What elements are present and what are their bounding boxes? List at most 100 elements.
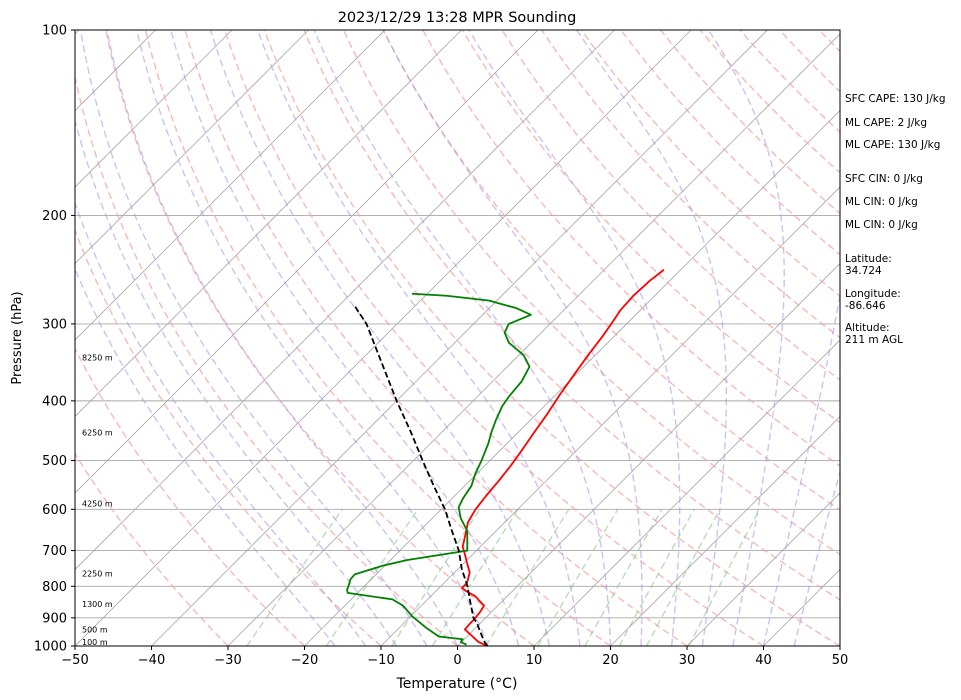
mixing-ratio-line — [618, 508, 695, 646]
y-tick-label: 200 — [42, 209, 67, 224]
y-tick-label: 800 — [42, 580, 67, 595]
y-tick-label: 1000 — [34, 640, 67, 655]
background-lines — [75, 30, 840, 646]
x-tick-label: 50 — [832, 653, 849, 668]
height-label: 100 m — [82, 638, 108, 647]
isotherm-line — [151, 30, 768, 646]
isotherm-line — [75, 30, 386, 341]
dry-adiabat-line — [75, 228, 382, 646]
moist-adiabat-line — [313, 30, 612, 646]
mixing-ratio-line — [391, 508, 481, 646]
y-tick-label: 600 — [42, 503, 67, 518]
moist-adiabat-line — [106, 30, 459, 646]
height-label: 500 m — [82, 626, 108, 635]
dry-adiabat-line — [422, 30, 840, 467]
dry-adiabat-line — [541, 30, 840, 339]
dry-adiabat-line — [382, 30, 840, 511]
y-axis-label: Pressure (hPa) — [10, 291, 25, 384]
y-tick-label: 300 — [42, 317, 67, 332]
dewpoint-trace — [346, 292, 532, 646]
x-tick-label: −10 — [367, 653, 394, 668]
y-tick-label: 900 — [42, 611, 67, 626]
ml-cin-text-2: ML CIN: 0 J/kg — [845, 219, 918, 231]
sfc-cape-text: SFC CAPE: 130 J/kg — [845, 93, 946, 105]
isotherm-line — [610, 415, 840, 646]
isotherm-line — [227, 33, 840, 646]
moist-adiabat-line — [707, 30, 785, 646]
x-tick-label: 10 — [526, 653, 543, 668]
mixing-ratio-line — [485, 508, 570, 646]
moist-adiabat-line — [75, 267, 336, 646]
moist-adiabat-line — [382, 30, 643, 646]
ml-cape-text: ML CAPE: 2 J/kg — [845, 117, 928, 129]
isotherm-line — [380, 186, 840, 646]
dry-adiabat-line — [461, 30, 840, 424]
mixing-ratio-line — [246, 508, 343, 646]
moist-adiabat-line — [468, 30, 681, 646]
parcel-trace — [353, 304, 489, 646]
isotherm-line — [75, 30, 233, 188]
y-tick-label: 400 — [42, 394, 67, 409]
latitude-text: Latitude: 34.724 — [845, 253, 892, 277]
isotherm-line — [686, 492, 840, 646]
x-tick-label: 0 — [453, 653, 461, 668]
isotherm-line — [75, 30, 692, 646]
mixing-ratio-line — [646, 509, 721, 646]
isotherm-line — [75, 30, 615, 571]
x-tick-label: 40 — [755, 653, 772, 668]
isotherm-line — [75, 30, 309, 265]
moist-adiabat-line — [136, 30, 489, 646]
height-label: 4250 m — [82, 500, 113, 509]
isotherm-line — [304, 109, 840, 646]
dry-adiabat-line — [501, 30, 840, 381]
x-axis-label: Temperature (°C) — [396, 676, 518, 692]
moist-adiabat-line — [75, 117, 397, 646]
moist-adiabat-line — [170, 30, 520, 646]
x-tick-label: −30 — [214, 653, 241, 668]
x-tick-label: −20 — [291, 653, 318, 668]
dry-adiabat-line — [580, 30, 840, 297]
mixing-ratio-line — [584, 508, 663, 646]
height-label: 6250 m — [82, 429, 113, 438]
moist-adiabat-line — [79, 30, 428, 646]
isotherm-line — [75, 30, 462, 418]
x-tick-label: −50 — [61, 653, 88, 668]
mixing-ratio-line — [325, 508, 419, 646]
ml-cape-text-2: ML CAPE: 130 J/kg — [845, 139, 941, 151]
mixing-ratio-line — [431, 508, 519, 646]
height-label: 2250 m — [82, 569, 113, 578]
y-tick-label: 500 — [42, 454, 67, 469]
altitude-text: Altitude: 211 m AGL — [845, 322, 903, 346]
dry-adiabat-line — [75, 73, 458, 646]
x-tick-label: 20 — [602, 653, 619, 668]
moist-adiabat-line — [75, 201, 367, 646]
traces — [346, 269, 665, 646]
sfc-cin-text: SFC CIN: 0 J/kg — [845, 173, 923, 185]
height-label: 8250 m — [82, 353, 113, 362]
height-labels: 100 m 500 m 1300 m 2250 m 4250 m 6250 m 8250 m — [82, 353, 113, 647]
dry-adiabat-line — [342, 30, 840, 556]
x-axis-ticks: −50 −40 −30 −20 −10 0 10 20 30 40 50 — [61, 646, 848, 668]
dry-adiabat-line — [105, 30, 535, 646]
height-label: 1300 m — [82, 600, 113, 609]
moist-adiabat-line — [793, 469, 840, 646]
moist-adiabat-line — [209, 30, 550, 646]
ml-cin-text: ML CIN: 0 J/kg — [845, 196, 918, 208]
x-tick-label: 30 — [679, 653, 696, 668]
chart-title: 2023/12/29 13:28 MPR Sounding — [338, 10, 577, 26]
dry-adiabat-line — [75, 347, 305, 646]
y-tick-label: 100 — [42, 24, 67, 39]
mixing-ratio-line — [537, 508, 619, 646]
mixing-ratio-line — [688, 509, 761, 646]
longitude-text: Longitude: -86.646 — [845, 288, 901, 312]
dry-adiabat-line — [144, 30, 611, 646]
isotherm-line — [457, 262, 840, 646]
x-tick-label: −40 — [138, 653, 165, 668]
isotherm-line — [533, 339, 840, 646]
temperature-trace — [461, 269, 665, 646]
dry-adiabat-line — [184, 30, 688, 646]
isotherm-line — [75, 30, 539, 494]
y-tick-label: 700 — [42, 544, 67, 559]
dry-adiabat-line — [224, 30, 764, 646]
